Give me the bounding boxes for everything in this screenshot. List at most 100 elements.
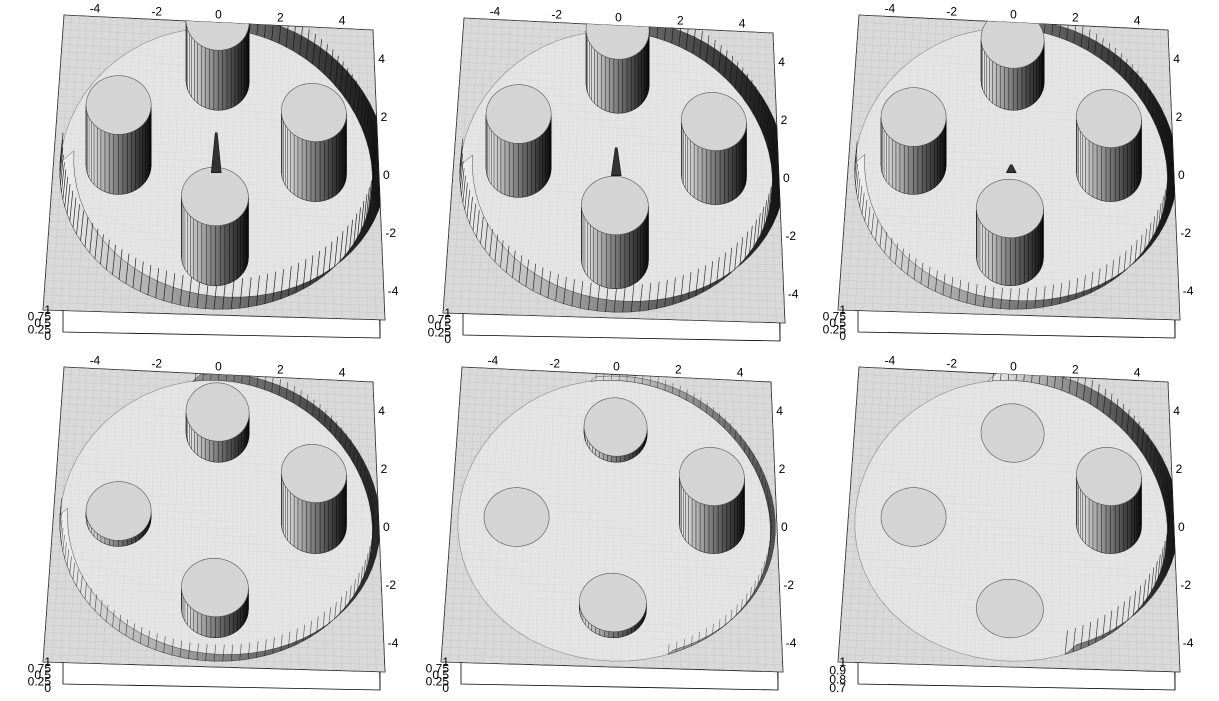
cylinder-wall-hatch xyxy=(85,511,152,547)
cylinder-3 xyxy=(681,92,747,205)
y-tick-label: 2 xyxy=(781,113,788,127)
surface-content xyxy=(443,18,785,323)
cylinder-wall-hatch xyxy=(485,114,552,198)
cylinder-wall-hatch xyxy=(976,209,1044,286)
z-tick-label: 0.9 xyxy=(829,664,846,678)
z-tick-label: 1 xyxy=(44,303,51,317)
x-tick-label: -4 xyxy=(90,2,101,16)
surface-content xyxy=(43,15,385,320)
y-tick-label: 0 xyxy=(783,171,790,185)
center-spike xyxy=(210,132,222,173)
x-tick-label: -2 xyxy=(549,357,560,371)
z-tick-label: 0 xyxy=(44,329,51,343)
cylinder-cap xyxy=(581,175,649,236)
y-tick-label: 0 xyxy=(1178,520,1185,534)
y-tick-label: 4 xyxy=(1173,52,1180,66)
y-tick-label: 4 xyxy=(776,404,783,418)
cylinder-wall-hatch xyxy=(679,477,745,554)
x-tick-label: 4 xyxy=(339,366,346,380)
surface-content xyxy=(838,15,1180,320)
y-tick-label: -4 xyxy=(1183,284,1194,298)
z-tick-label: 0.5 xyxy=(432,668,449,682)
cylinder-cap xyxy=(485,84,552,144)
x-tick-label: 2 xyxy=(277,363,284,377)
cylinder-3 xyxy=(1076,89,1142,202)
cylinder-wall-hatch xyxy=(980,39,1045,111)
z-tick-label: 0.5 xyxy=(34,316,51,330)
x-tick-label: 2 xyxy=(1072,11,1079,25)
z-tick-label: 0.25 xyxy=(426,675,450,689)
cylinder-wall-hatch xyxy=(880,117,947,195)
cylinder-wall-hatch xyxy=(281,113,347,202)
x-tick-label: 4 xyxy=(1134,366,1141,380)
y-tick-label: 0 xyxy=(1178,168,1185,182)
cylinder-wall-hatch xyxy=(185,412,250,463)
boundary-wall-hatch xyxy=(459,18,776,313)
cylinder-cap xyxy=(85,481,152,541)
cylinder-3 xyxy=(1076,447,1142,554)
x-tick-label: 4 xyxy=(339,14,346,28)
y-tick-label: -2 xyxy=(385,578,396,592)
cylinder-wall-hatch xyxy=(85,105,152,195)
x-tick-label: -4 xyxy=(885,354,896,368)
cylinder-cap xyxy=(1076,447,1142,506)
cylinder-cap xyxy=(483,487,550,547)
z-tick-label: 0.5 xyxy=(434,319,451,333)
boundary-wall-hatch xyxy=(595,369,772,655)
cylinder-cap xyxy=(583,397,648,457)
z-tick-label: 0 xyxy=(444,332,451,346)
cylinder-cap xyxy=(181,166,249,227)
x-tick-label: 4 xyxy=(737,366,744,380)
z-tick-label: 0.75 xyxy=(428,313,452,327)
x-tick-label: 2 xyxy=(677,14,684,28)
y-tick-label: -2 xyxy=(1180,226,1191,240)
cylinder-1 xyxy=(185,382,250,463)
surface-content xyxy=(441,367,783,672)
cylinder-2 xyxy=(485,84,552,198)
z-tick-label: 1 xyxy=(442,655,449,669)
cylinder-cap xyxy=(976,178,1044,239)
x-tick-label: 0 xyxy=(1010,360,1017,374)
y-tick-label: -2 xyxy=(385,226,396,240)
y-tick-label: -2 xyxy=(785,229,796,243)
cylinder-cap xyxy=(980,403,1045,463)
cylinder-2 xyxy=(483,487,550,547)
z-tick-label: 0.25 xyxy=(28,675,52,689)
x-tick-label: -2 xyxy=(946,357,957,371)
cylinder-3 xyxy=(281,444,347,554)
z-tick-label: 1 xyxy=(839,303,846,317)
y-tick-label: 2 xyxy=(381,462,388,476)
cylinder-cap xyxy=(976,578,1044,639)
y-tick-label: 0 xyxy=(383,168,390,182)
cylinder-cap xyxy=(880,87,947,147)
cylinder-cap xyxy=(85,75,152,135)
x-tick-label: -4 xyxy=(90,354,101,368)
y-tick-label: 2 xyxy=(1176,462,1183,476)
y-tick-label: 2 xyxy=(381,110,388,124)
cylinder-wall-hatch xyxy=(181,588,249,638)
y-tick-label: 0 xyxy=(383,520,390,534)
cylinder-cap xyxy=(281,444,347,503)
z-tick-label: 0.7 xyxy=(829,681,846,695)
surface-content xyxy=(43,367,385,672)
cylinder-wall-hatch xyxy=(181,197,249,286)
cylinder-2 xyxy=(85,75,152,195)
x-tick-label: -4 xyxy=(488,354,499,368)
cylinder-4 xyxy=(181,557,249,639)
y-tick-label: -4 xyxy=(788,287,799,301)
cylinder-2 xyxy=(880,487,947,547)
cylinder-4 xyxy=(976,178,1044,287)
cylinder-wall-hatch xyxy=(185,21,250,111)
cylinder-cap xyxy=(185,382,250,442)
cylinder-4 xyxy=(976,578,1044,639)
cylinder-3 xyxy=(679,447,745,554)
z-tick-label: 0.5 xyxy=(34,668,51,682)
y-tick-label: 4 xyxy=(778,55,785,69)
cylinder-cap xyxy=(681,92,747,151)
cylinder-cap xyxy=(585,18,650,60)
cylinder-2 xyxy=(880,87,947,195)
cylinder-4 xyxy=(579,572,647,639)
cylinder-cap xyxy=(579,572,647,633)
